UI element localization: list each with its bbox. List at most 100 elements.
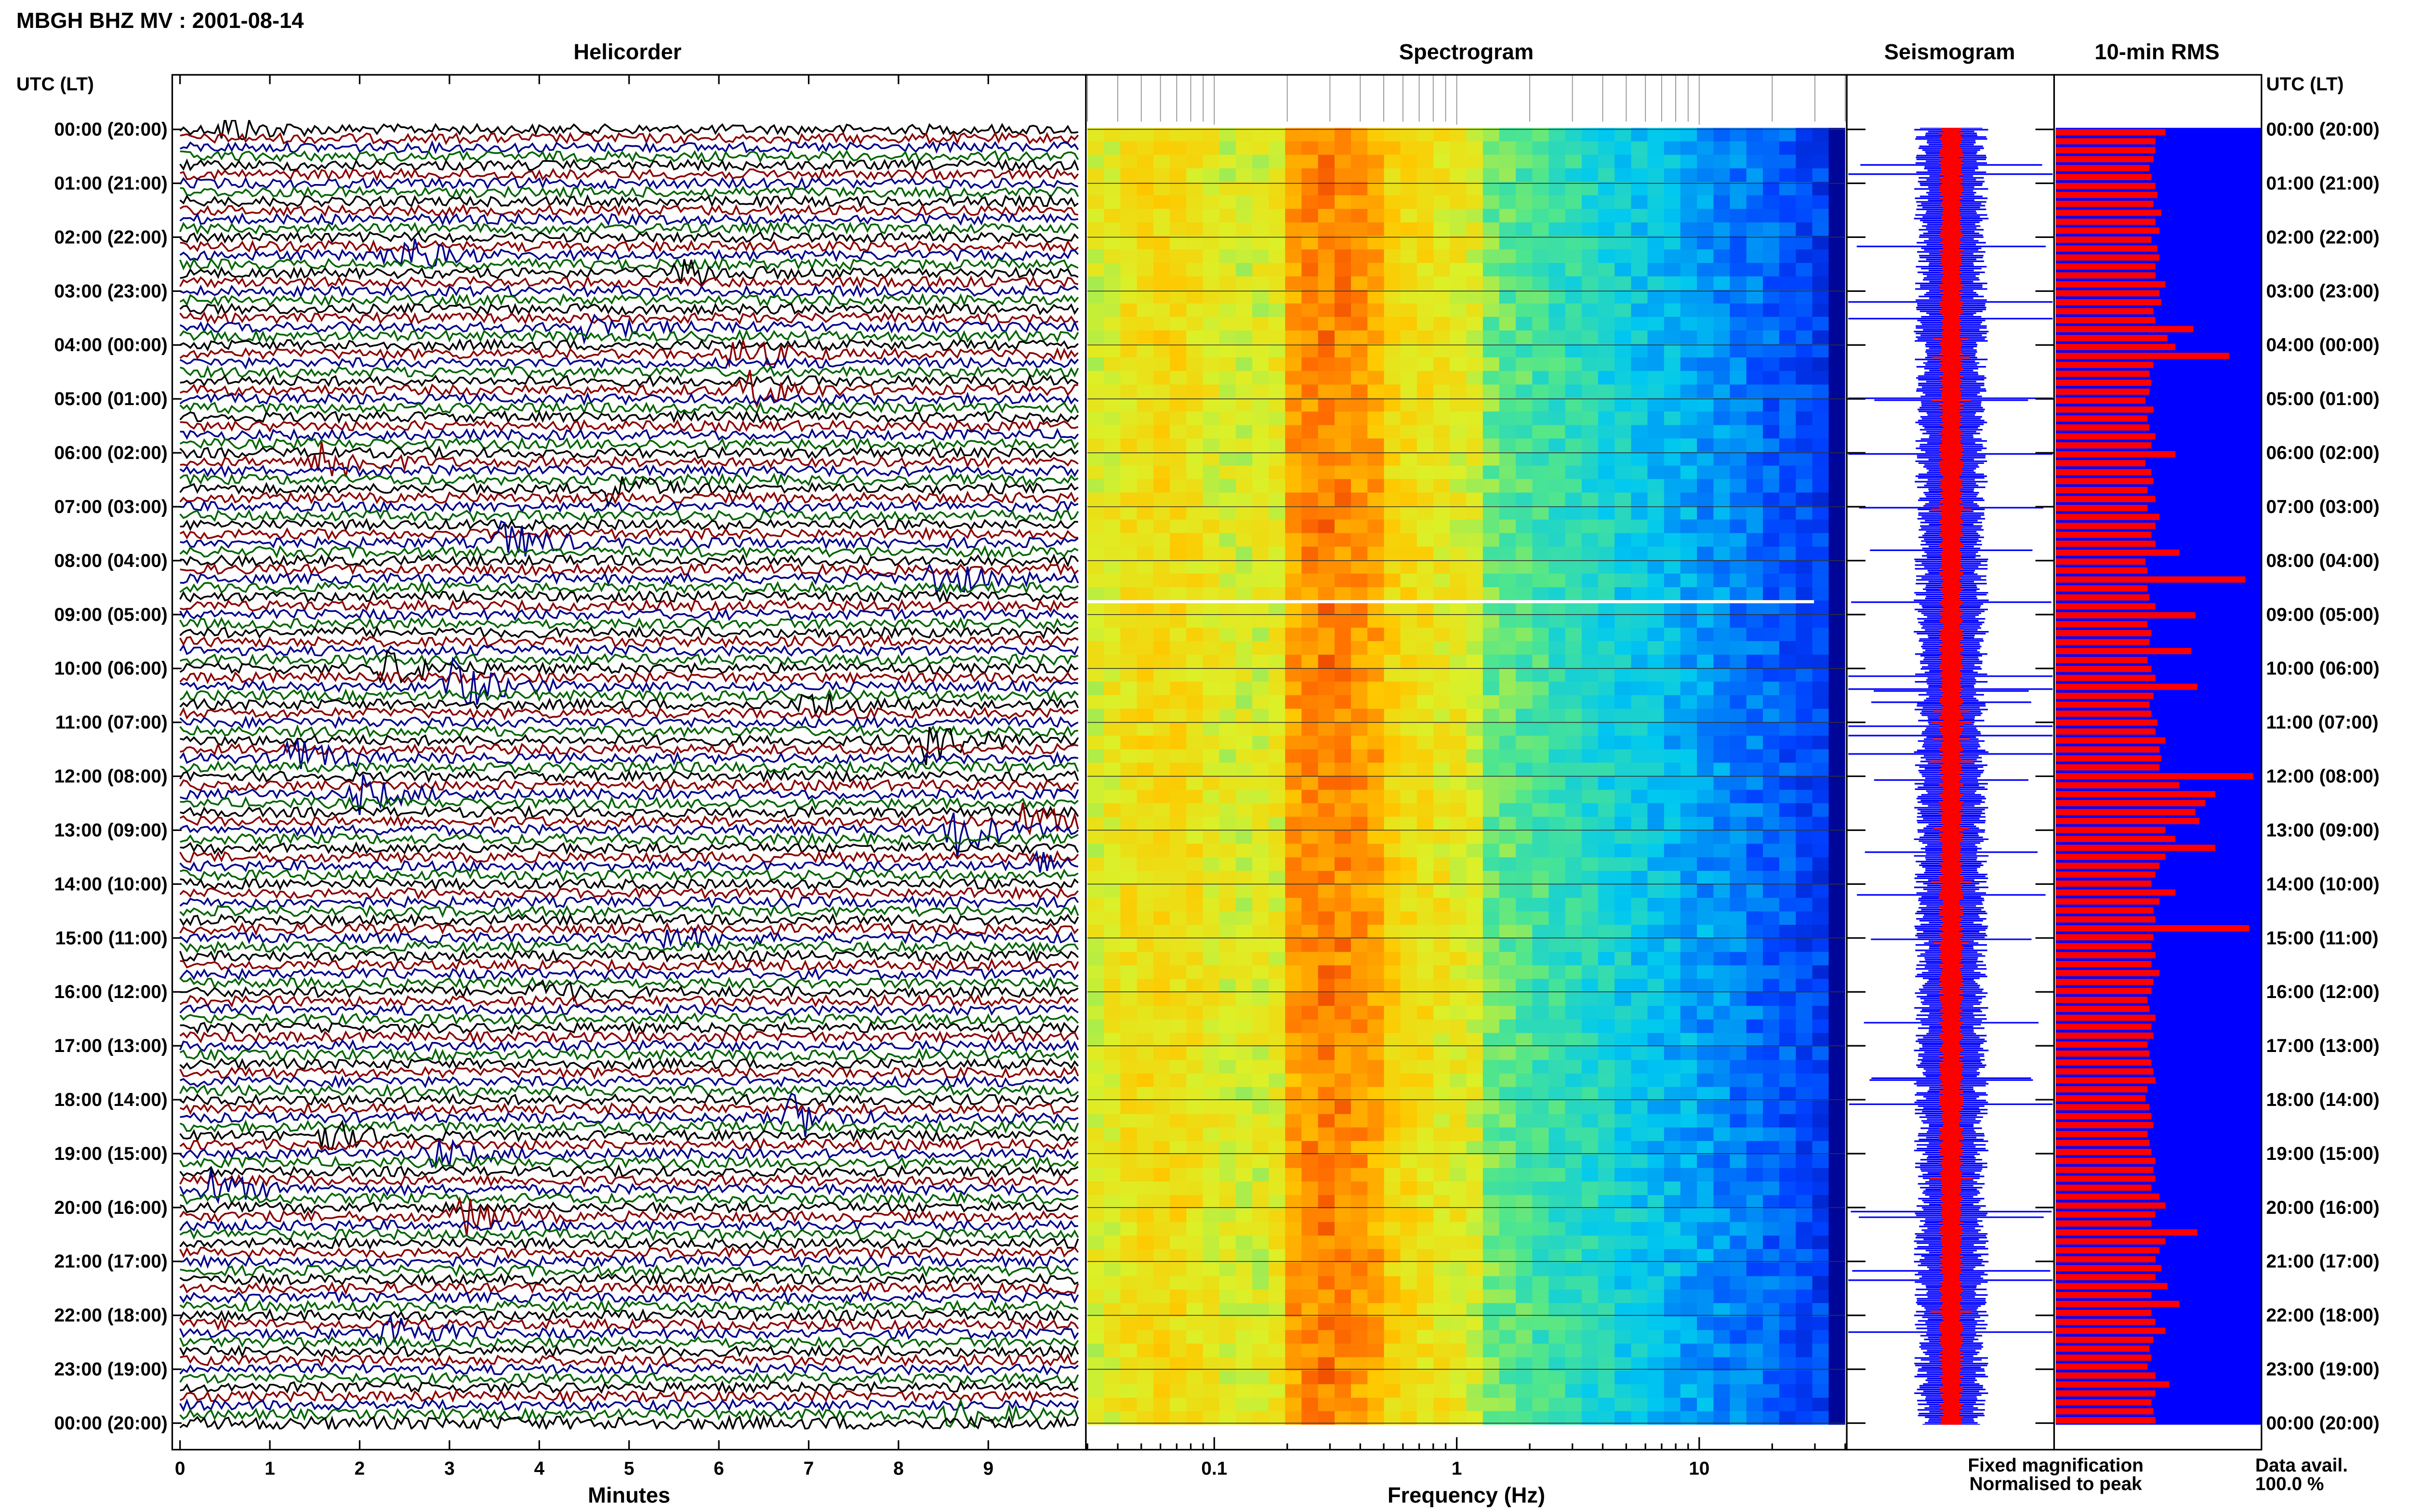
rms-bar: [2055, 1113, 2152, 1119]
spectrogram-cell: [1828, 587, 1845, 602]
spectrogram-cell: [1779, 1100, 1797, 1115]
spectrogram-cell: [1285, 1276, 1303, 1291]
spectrogram-cell: [1499, 992, 1517, 1007]
spectrogram-cell: [1186, 776, 1204, 791]
spectrogram-cell: [1762, 1289, 1781, 1304]
spectrogram-cell: [1499, 749, 1517, 764]
spectrogram-cell: [1598, 533, 1616, 548]
spectrogram-cell: [1680, 438, 1698, 453]
spectrogram-cell: [1549, 479, 1566, 494]
spectrogram-cell: [1812, 803, 1830, 818]
spectrogram-cell: [1631, 1384, 1649, 1399]
spectrogram-cell: [1598, 1236, 1616, 1250]
spectrogram-cell: [1697, 1289, 1715, 1304]
rms-bar: [2055, 997, 2148, 1003]
spectrogram-cell: [1252, 1370, 1270, 1385]
spectrogram-cell: [1335, 222, 1352, 237]
spectrogram-cell: [1186, 736, 1204, 750]
time-tick-label-left: 18:00 (14:00): [54, 1090, 168, 1110]
spectrogram-cell: [1549, 1114, 1566, 1129]
spectrogram-cell: [1285, 1006, 1303, 1021]
spectrogram-cell: [1367, 519, 1385, 534]
spectrogram-cell: [1631, 465, 1649, 480]
spectrogram-cell: [1169, 1168, 1188, 1183]
spectrogram-cell: [1779, 1019, 1797, 1034]
helicorder-row-trace: [179, 221, 1079, 235]
spectrogram-cell: [1713, 992, 1731, 1007]
spectrogram-cell: [1450, 965, 1468, 980]
rms-bar: [2055, 469, 2152, 475]
spectrogram-cell: [1482, 465, 1501, 480]
rms-bar: [2055, 648, 2192, 655]
spectrogram-cell: [1565, 776, 1583, 791]
spectrogram-cell: [1104, 249, 1122, 264]
spectrogram-cell: [1120, 803, 1138, 818]
spectrogram-cell: [1697, 695, 1715, 710]
spectrogram-cell: [1598, 1073, 1616, 1088]
spectrogram-cell: [1532, 830, 1550, 845]
spectrogram-cell: [1252, 816, 1270, 831]
spectrogram-cell: [1367, 776, 1385, 791]
spectrogram-cell: [1647, 1006, 1665, 1021]
spectrogram-cell: [1416, 182, 1435, 197]
spectrogram-cell: [1680, 1343, 1698, 1358]
spectrogram-cell: [1104, 641, 1122, 656]
spectrogram-cell: [1335, 1073, 1352, 1088]
spectrogram-cell: [1120, 722, 1138, 737]
spectrogram-cell: [1400, 1262, 1418, 1277]
spectrogram-cell: [1746, 519, 1764, 534]
spectrogram-cell: [1301, 236, 1319, 250]
spectrogram-cell: [1647, 655, 1665, 670]
spectrogram-cell: [1598, 884, 1616, 899]
spectrogram-cell: [1466, 736, 1484, 750]
spectrogram-cell: [1318, 155, 1336, 170]
spectrogram-cell: [1762, 182, 1781, 197]
spectrogram-cell: [1416, 465, 1435, 480]
spectrogram-cell: [1516, 398, 1534, 413]
spectrogram-cell: [1598, 155, 1616, 170]
spectrogram-cell: [1565, 1154, 1583, 1170]
spectrogram-cell: [1730, 668, 1747, 683]
spectrogram-cell: [1137, 398, 1154, 413]
spectrogram-cell: [1466, 749, 1484, 764]
spectrogram-cell: [1565, 128, 1583, 143]
spectrogram-cell: [1433, 628, 1451, 643]
spectrogram-cell: [1828, 1384, 1845, 1399]
spectrogram-cell: [1631, 1236, 1649, 1250]
spectrogram-cell: [1647, 938, 1665, 953]
spectrogram-cell: [1120, 655, 1138, 670]
spectrogram-cell: [1598, 722, 1616, 737]
spectrogram-cell: [1186, 1073, 1204, 1088]
spectrogram-cell: [1269, 465, 1286, 480]
spectrogram-cell: [1746, 289, 1764, 305]
spectrogram-cell: [1499, 1208, 1517, 1223]
spectrogram-cell: [1120, 1181, 1138, 1196]
rms-bar: [2055, 1220, 2152, 1227]
spectrogram-cell: [1730, 682, 1747, 697]
spectrogram-cell: [1779, 263, 1797, 278]
spectrogram-cell: [1482, 628, 1501, 643]
spectrogram-cell: [1762, 843, 1781, 858]
spectrogram-cell: [1235, 1181, 1254, 1196]
spectrogram-cell: [1450, 209, 1468, 224]
spectrogram-cell: [1615, 1006, 1632, 1021]
spectrogram-cell: [1581, 1006, 1600, 1021]
spectrogram-cell: [1779, 1181, 1797, 1196]
spectrogram-cell: [1713, 438, 1731, 453]
spectrogram-cell: [1450, 330, 1468, 345]
spectrogram-cell: [1416, 992, 1435, 1007]
spectrogram-cell: [1087, 1370, 1105, 1385]
helicorder-row-trace: [180, 185, 1079, 199]
helicorder-row-trace: [180, 958, 1079, 972]
spectrogram-cell: [1615, 506, 1632, 521]
spectrogram-cell: [1680, 1046, 1698, 1061]
spectrogram-cell: [1269, 560, 1286, 575]
spectrogram-cell: [1466, 1154, 1484, 1170]
spectrogram-cell: [1367, 249, 1385, 264]
spectrogram-cell: [1235, 1073, 1254, 1088]
spectrogram-cell: [1762, 168, 1781, 183]
spectrogram-cell: [1812, 1141, 1830, 1156]
spectrogram-cell: [1615, 344, 1632, 359]
spectrogram-cell: [1516, 425, 1534, 440]
spectrogram-cell: [1516, 1046, 1534, 1061]
